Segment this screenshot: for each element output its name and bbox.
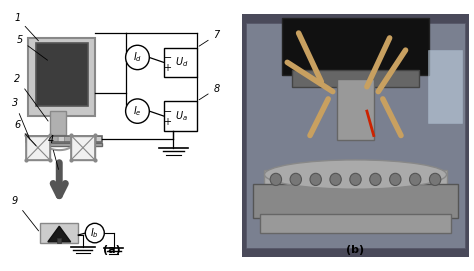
Text: (b): (b): [346, 245, 365, 255]
Circle shape: [390, 173, 401, 185]
Polygon shape: [48, 226, 71, 242]
Bar: [164, 48, 197, 77]
Circle shape: [310, 173, 321, 185]
Text: $-$: $-$: [163, 51, 172, 61]
Circle shape: [410, 173, 421, 185]
Circle shape: [370, 173, 381, 185]
Text: $+$: $+$: [163, 62, 172, 73]
Text: 4: 4: [47, 135, 58, 169]
Bar: [39, 136, 45, 141]
Circle shape: [350, 173, 361, 185]
Bar: [71, 136, 95, 160]
Bar: [26, 143, 102, 146]
Bar: [58, 136, 64, 141]
Text: $+$: $+$: [163, 116, 172, 127]
Circle shape: [126, 45, 149, 70]
Circle shape: [290, 173, 301, 185]
Bar: [50, 111, 66, 136]
Text: $I_b$: $I_b$: [91, 226, 99, 240]
Text: $U_a$: $U_a$: [175, 109, 188, 123]
Bar: [77, 136, 82, 141]
Bar: [89, 136, 95, 141]
Text: $-$: $-$: [163, 105, 172, 115]
Bar: [64, 136, 70, 141]
Circle shape: [330, 173, 341, 185]
Text: 9: 9: [12, 196, 38, 231]
Bar: [282, 18, 429, 75]
Text: (a): (a): [102, 245, 120, 255]
Bar: [253, 184, 458, 218]
Bar: [40, 223, 78, 243]
Ellipse shape: [264, 160, 447, 189]
Bar: [45, 136, 51, 141]
Bar: [28, 38, 95, 116]
Ellipse shape: [321, 89, 390, 133]
Bar: [57, 238, 61, 243]
Text: $I_d$: $I_d$: [133, 51, 142, 64]
Text: 3: 3: [12, 98, 30, 139]
Bar: [260, 214, 451, 233]
Bar: [36, 43, 88, 106]
Bar: [337, 79, 374, 140]
Bar: [292, 70, 419, 87]
Bar: [428, 50, 463, 123]
Text: 1: 1: [14, 13, 38, 41]
Bar: [51, 136, 57, 141]
Text: $I_e$: $I_e$: [133, 104, 142, 118]
Circle shape: [270, 173, 282, 185]
Bar: [83, 136, 89, 141]
Bar: [26, 136, 102, 141]
Text: 2: 2: [14, 74, 48, 121]
Bar: [164, 101, 197, 131]
Bar: [32, 136, 38, 141]
Bar: [96, 136, 101, 141]
Bar: [71, 136, 95, 160]
Bar: [26, 136, 50, 160]
Bar: [26, 136, 50, 160]
Text: 5: 5: [17, 35, 47, 60]
Bar: [26, 136, 32, 141]
Text: 8: 8: [199, 83, 219, 100]
Text: 6: 6: [14, 120, 36, 146]
Circle shape: [126, 99, 149, 123]
Text: 7: 7: [199, 30, 219, 46]
Ellipse shape: [282, 6, 429, 36]
Circle shape: [85, 223, 104, 243]
Circle shape: [429, 173, 441, 185]
Text: $U_d$: $U_d$: [175, 56, 189, 69]
Bar: [70, 136, 76, 141]
Bar: [264, 170, 447, 189]
